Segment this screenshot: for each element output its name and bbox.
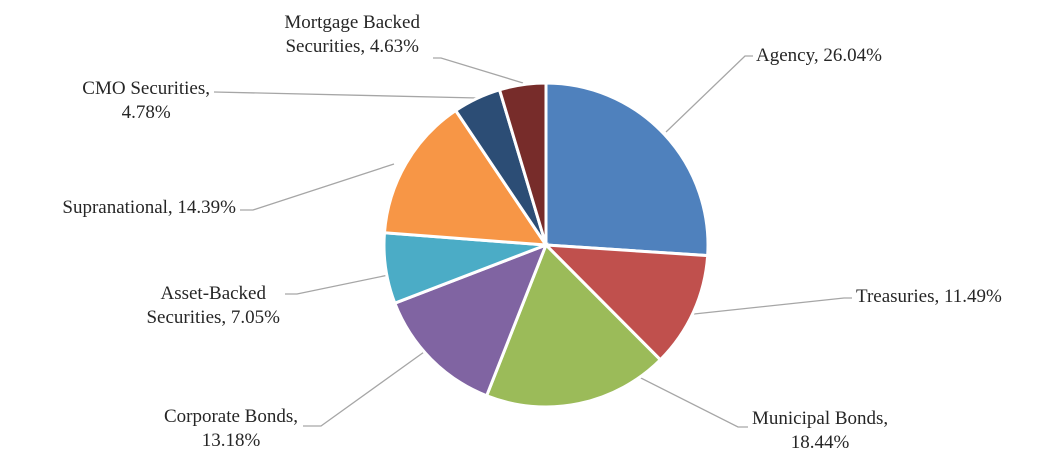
slice-label-line: 13.18%: [202, 430, 261, 451]
slice-label-line: Municipal Bonds,: [752, 408, 888, 429]
slice-agency: [544, 81, 710, 258]
slice-mortgage-backed-securities: [497, 81, 548, 246]
leader-line-cmo-securities: [213, 91, 479, 99]
slice-label-cmo-securities: CMO Securities, 4.78%: [82, 78, 210, 123]
slice-label-line: Corporate Bonds,: [164, 406, 298, 427]
slice-labels: Agency, 26.04% Treasuries, 11.49% Municipa…: [62, 12, 1002, 453]
slice-label-mortgage-backed-securities: Mortgage Backed Securities, 4.63%: [284, 12, 420, 57]
slice-label-line: 18.44%: [791, 432, 850, 453]
slice-label-line: Securities, 4.63%: [285, 36, 419, 57]
slice-supranational: [382, 108, 549, 247]
slice-label-supranational: Supranational, 14.39%: [62, 197, 236, 218]
leader-line-corporate-bonds: [303, 346, 432, 427]
leader-line-agency: [665, 55, 753, 133]
slice-treasuries: [542, 243, 710, 362]
leader-line-supranational: [240, 163, 395, 211]
slice-label-line: Treasuries, 11.49%: [856, 286, 1002, 307]
slice-label-agency: Agency, 26.04%: [756, 45, 882, 66]
slice-label-line: Mortgage Backed: [284, 12, 420, 33]
slice-label-line: Agency, 26.04%: [756, 45, 882, 66]
slice-label-line: Supranational, 14.39%: [62, 197, 236, 218]
leader-line-asset-backed-securities: [285, 271, 404, 295]
leader-line-treasuries: [693, 297, 852, 315]
slice-label-municipal-bonds: Municipal Bonds, 18.44%: [752, 408, 888, 453]
pie-slices: [382, 81, 710, 409]
slice-label-line: Asset-Backed: [160, 283, 266, 304]
leader-line-mortgage-backed-securities: [433, 57, 524, 84]
leader-line-municipal-bonds: [626, 370, 748, 428]
slice-label-asset-backed-securities: Asset-Backed Securities, 7.05%: [146, 283, 280, 328]
slice-label-line: 4.78%: [122, 102, 171, 123]
slice-corporate-bonds: [392, 242, 549, 398]
slice-label-corporate-bonds: Corporate Bonds, 13.18%: [164, 406, 298, 451]
leader-lines: [213, 55, 852, 428]
slice-label-line: Securities, 7.05%: [146, 307, 280, 328]
slice-label-treasuries: Treasuries, 11.49%: [856, 286, 1002, 307]
slice-label-line: CMO Securities,: [82, 78, 210, 99]
